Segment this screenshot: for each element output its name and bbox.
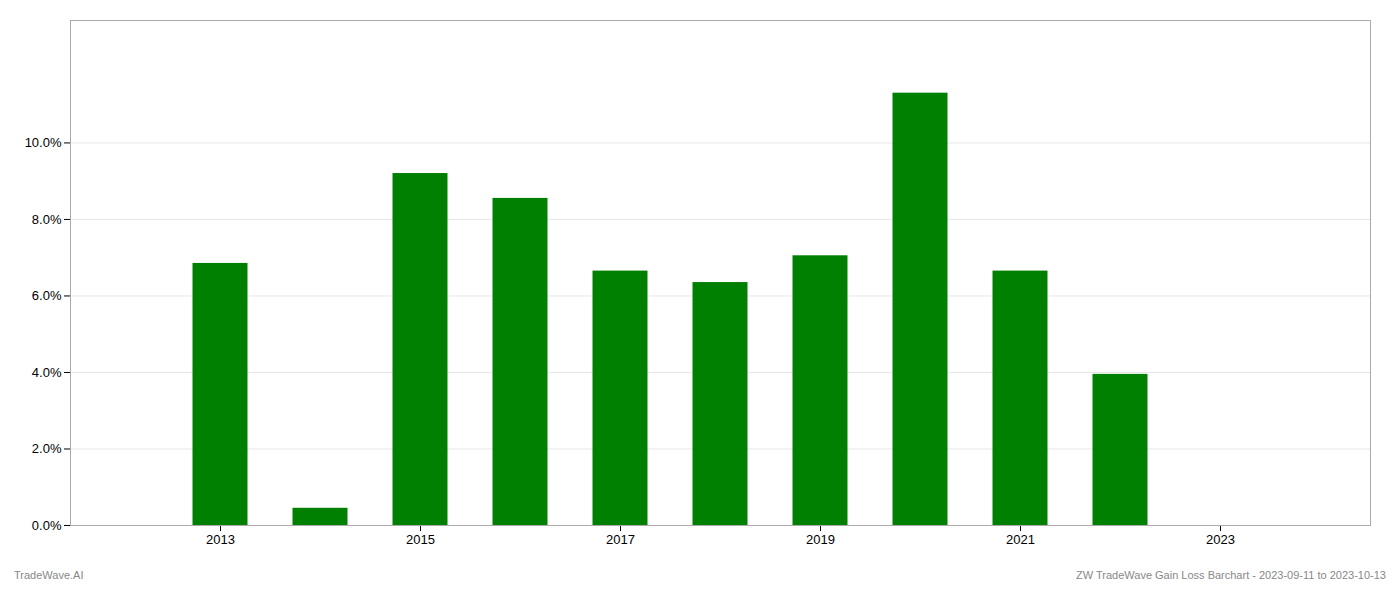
svg-text:2023: 2023 [1206,532,1235,547]
svg-text:2015: 2015 [406,532,435,547]
html-text:ZW TradeWave Gain Loss Barchar: ZW TradeWave Gain Loss Barchart - 2023-0… [1076,569,1386,581]
svg-text:6.0%: 6.0% [32,288,62,303]
svg-text:0.0%: 0.0% [32,518,62,533]
svg-text:2013: 2013 [206,532,235,547]
svg-text:2019: 2019 [806,532,835,547]
svg-text:10.0%: 10.0% [25,135,62,150]
html-text:TradeWave.AI: TradeWave.AI [14,569,84,581]
svg-text:8.0%: 8.0% [32,212,62,227]
svg-text:2.0%: 2.0% [32,441,62,456]
svg-text:2021: 2021 [1006,532,1035,547]
svg-text:4.0%: 4.0% [32,365,62,380]
svg-text:2017: 2017 [606,532,635,547]
